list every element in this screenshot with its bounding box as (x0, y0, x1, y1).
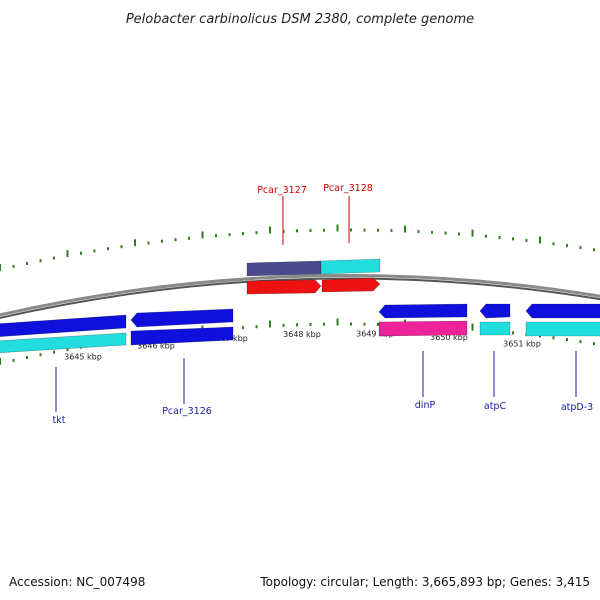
tkt-feature-bar[interactable] (0, 332, 127, 353)
pcar-3128-gene-arrow[interactable] (321, 277, 381, 293)
gene-label-pcar-3127[interactable]: Pcar_3127 (257, 185, 307, 196)
gene-label-leaders (55, 196, 577, 412)
gene-label-pcar-3126[interactable]: Pcar_3126 (162, 406, 212, 417)
pcar-3127-feature-bar[interactable] (246, 260, 322, 277)
gene-label-tkt[interactable]: tkt (53, 415, 66, 426)
atpd-3-gene-arrow[interactable] (525, 303, 600, 319)
gene-label-atpd-3[interactable]: atpD-3 (561, 402, 593, 413)
pcar-3126-gene-arrow[interactable] (130, 308, 234, 328)
gene-label-pcar-3128[interactable]: Pcar_3128 (323, 183, 373, 194)
backbone-inner (0, 277, 600, 319)
pcar-3127-gene-arrow[interactable] (246, 279, 322, 295)
tkt-gene-arrow[interactable] (0, 314, 127, 337)
scale-label: 3651 kbp (503, 339, 541, 348)
dinp-gene-arrow[interactable] (378, 303, 468, 319)
scale-label: 3649 kbp (356, 330, 394, 339)
pcar-3128-feature-bar[interactable] (320, 258, 381, 275)
plus-strand-features (246, 258, 381, 295)
genome-summary-text: Topology: circular; Length: 3,665,893 bp… (259, 575, 590, 589)
atpc-feature-bar[interactable] (479, 321, 511, 336)
dinp-feature-bar[interactable] (378, 320, 468, 337)
atpc-gene-arrow[interactable] (479, 303, 511, 319)
backbone-outer (0, 274, 600, 317)
scale-label: 3648 kbp (283, 330, 321, 339)
scale-label: 3650 kbp (430, 333, 468, 342)
gene-label-atpc[interactable]: atpC (484, 401, 507, 412)
scale-label: 3645 kbp (64, 352, 102, 361)
pcar-3126-feature-bar[interactable] (130, 326, 234, 346)
minus-strand-features (0, 303, 600, 353)
scale-label: 3646 kbp (137, 342, 175, 351)
map-title: Pelobacter carbinolicus DSM 2380, comple… (126, 12, 474, 27)
gene-label-dinp[interactable]: dinP (415, 400, 436, 411)
accession-text: Accession: NC_007498 (9, 575, 145, 589)
atpd-3-feature-bar[interactable] (525, 321, 600, 337)
